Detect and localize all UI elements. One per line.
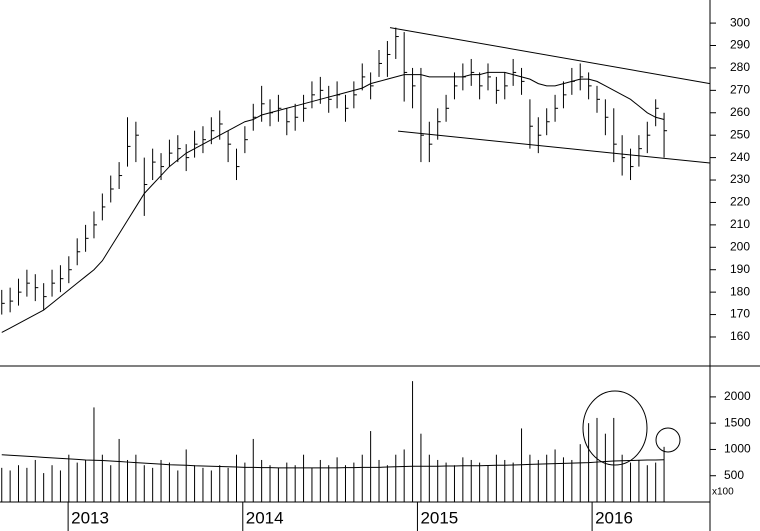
y-tick-label: 170 — [730, 307, 750, 321]
y-tick-label: 280 — [730, 60, 750, 74]
volume-average — [1, 454, 665, 469]
x-tick-label: 2015 — [420, 508, 458, 527]
trendline — [398, 130, 711, 164]
y-tick-label: 250 — [730, 127, 750, 141]
y-tick-label: 290 — [730, 38, 750, 52]
y-tick-label: 190 — [730, 262, 750, 276]
volume-unit: x100 — [712, 487, 734, 498]
y-tick-label: 200 — [730, 239, 750, 253]
y-tick-label: 500 — [724, 468, 744, 482]
x-tick-label: 2013 — [71, 508, 109, 527]
y-tick-label: 210 — [730, 217, 750, 231]
y-tick-label: 1500 — [724, 415, 751, 429]
y-tick-label: 2000 — [724, 389, 751, 403]
x-tick-label: 2014 — [246, 508, 284, 527]
moving-average — [1, 71, 665, 333]
y-tick-label: 220 — [730, 195, 750, 209]
y-tick-label: 240 — [730, 150, 750, 164]
y-tick-label: 160 — [730, 329, 750, 343]
y-tick-label: 1000 — [724, 442, 751, 456]
x-tick-label: 2016 — [595, 508, 633, 527]
highlight-circle — [582, 390, 648, 466]
y-tick-label: 230 — [730, 172, 750, 186]
highlight-circle — [655, 427, 681, 453]
y-tick-label: 270 — [730, 83, 750, 97]
y-tick-label: 260 — [730, 105, 750, 119]
y-tick-label: 180 — [730, 284, 750, 298]
trendline — [389, 27, 711, 85]
y-tick-label: 300 — [730, 15, 750, 29]
